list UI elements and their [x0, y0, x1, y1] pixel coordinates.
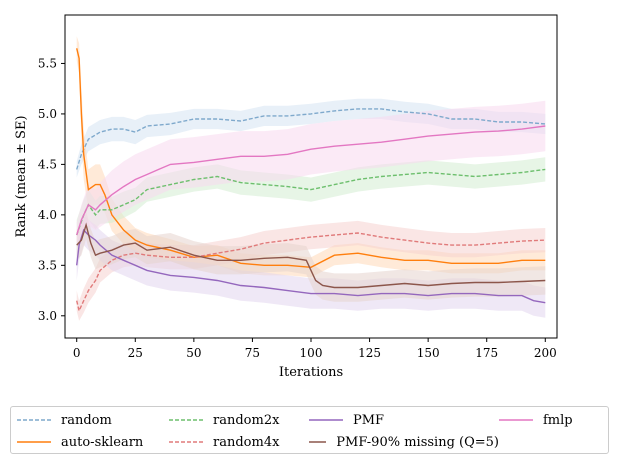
- legend-item-random: random: [17, 409, 169, 431]
- band-pmf-90-missing-q-5: [76, 210, 546, 302]
- y-axis-label: Rank (mean ± SE): [14, 115, 29, 237]
- y-tick-label: 5.5: [38, 56, 57, 70]
- series-line-random: [76, 108, 546, 170]
- y-tick-label: 4.5: [38, 157, 57, 171]
- series-line-pmf: [76, 228, 546, 304]
- legend-label: fmlp: [543, 412, 573, 428]
- series-line-auto-sklearn: [76, 48, 546, 269]
- y-tick-label: 3.0: [38, 309, 57, 323]
- legend-item-fmlp: fmlp: [499, 409, 609, 431]
- y-tick-label: 5.0: [38, 107, 57, 121]
- legend-item-random2x: random2x: [169, 409, 309, 431]
- legend-swatch: [309, 419, 343, 421]
- legend-swatch: [499, 419, 533, 421]
- band-fmlp: [76, 100, 546, 248]
- series-lines: [76, 48, 546, 313]
- legend-label: auto-sklearn: [61, 434, 144, 450]
- chart-legend: random random2x PMF fmlp auto-sklearn random4…: [10, 406, 609, 454]
- series-line-pmf-90-missing-q-5: [76, 222, 546, 289]
- y-tick-label: 4.0: [38, 208, 57, 222]
- y-tick-label: 3.5: [38, 258, 57, 272]
- x-tick-label: 25: [128, 346, 143, 360]
- legend-swatch: [169, 419, 203, 421]
- x-tick-label: 75: [245, 346, 260, 360]
- x-tick-label: 100: [300, 346, 323, 360]
- series-line-fmlp: [76, 125, 546, 236]
- legend-label: random4x: [213, 434, 280, 450]
- x-axis-label: Iterations: [279, 365, 343, 380]
- legend-item-random4x: random4x: [169, 431, 309, 453]
- legend-item-pmf-90-missing: PMF-90% missing (Q=5): [309, 431, 499, 453]
- legend-item-pmf: PMF: [309, 409, 499, 431]
- line-chart: 0 25 50 75 100 125 150 175 200 3.0 3.5 4.0 4.5 5.0 5.…: [14, 14, 558, 380]
- legend-label: PMF: [353, 412, 385, 428]
- legend-item-auto-sklearn: auto-sklearn: [17, 431, 169, 453]
- x-tick-label: 125: [358, 346, 381, 360]
- x-tick-label: 50: [186, 346, 201, 360]
- series-line-random4x: [76, 232, 546, 313]
- legend-swatch: [17, 441, 51, 443]
- y-axis-ticks: 3.0 3.5 4.0 4.5 5.0 5.5: [38, 56, 65, 323]
- legend-label: random2x: [213, 412, 280, 428]
- legend-label: random: [61, 412, 112, 428]
- legend-swatch: [309, 441, 327, 443]
- x-tick-label: 0: [73, 346, 81, 360]
- legend-swatch: [169, 441, 203, 443]
- x-tick-label: 175: [475, 346, 498, 360]
- legend-empty-cell: [499, 431, 609, 453]
- x-tick-label: 200: [534, 346, 557, 360]
- x-axis-ticks: 0 25 50 75 100 125 150 175 200: [73, 338, 557, 360]
- confidence-bands: [76, 36, 546, 321]
- legend-swatch: [17, 419, 51, 421]
- series-line-random2x: [76, 168, 546, 236]
- legend-label: PMF-90% missing (Q=5): [336, 434, 499, 450]
- x-tick-label: 150: [417, 346, 440, 360]
